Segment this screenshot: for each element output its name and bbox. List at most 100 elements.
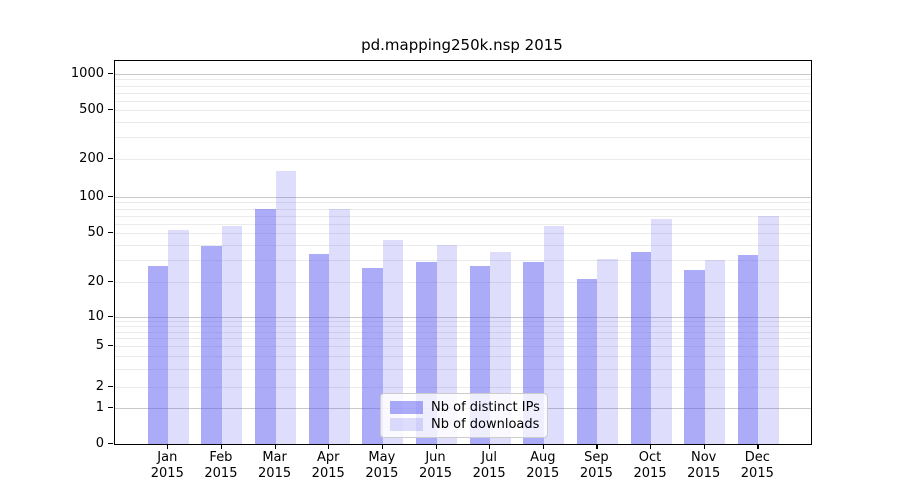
grid-line-minor [115, 92, 811, 94]
bar-distinct-ips-oct [630, 252, 652, 444]
y-tick-mark [108, 281, 113, 283]
legend-item-downloads: Nb of downloads [390, 416, 540, 432]
grid-line-major [115, 317, 811, 318]
grid-line-minor [115, 244, 811, 246]
grid-line-major [115, 197, 811, 198]
bar-downloads-feb [221, 226, 243, 444]
x-tick-mark [435, 444, 437, 449]
y-tick-mark [108, 386, 113, 388]
bar-distinct-ips-jan [147, 265, 169, 444]
y-tick-label: 10 [87, 308, 104, 324]
grid-line-minor [115, 137, 811, 139]
y-tick-label: 5 [95, 337, 104, 353]
y-tick-label: 2 [95, 378, 104, 394]
bar-downloads-may [382, 239, 404, 444]
grid-line-minor [115, 282, 811, 283]
x-tick-mark [757, 444, 759, 449]
bar-downloads-oct [651, 218, 672, 444]
legend-label-downloads: Nb of downloads [431, 416, 540, 432]
y-tick-label: 100 [79, 188, 104, 204]
y-tick-mark [108, 232, 113, 234]
y-tick-mark [108, 196, 113, 198]
x-tick-label-aug: Aug 2015 [526, 450, 560, 481]
grid-line-major [115, 74, 811, 75]
x-tick-label-jan: Jan 2015 [150, 450, 184, 481]
y-tick-mark [108, 158, 113, 160]
grid-line-minor [115, 321, 811, 323]
grid-line-minor [115, 110, 811, 111]
grid-line-minor [115, 326, 811, 328]
bar-distinct-ips-may [362, 267, 383, 444]
y-tick-mark [108, 407, 113, 409]
bar-downloads-apr [329, 208, 350, 444]
bar-downloads-sep [597, 258, 618, 444]
bar-distinct-ips-mar [255, 208, 276, 444]
legend-label-distinct-ips: Nb of distinct IPs [431, 399, 540, 415]
bar-distinct-ips-sep [576, 279, 598, 444]
bar-downloads-aug [543, 226, 565, 444]
x-tick-label-dec: Dec 2015 [740, 450, 774, 481]
bar-downloads-jan [168, 229, 189, 444]
x-tick-label-feb: Feb 2015 [204, 450, 238, 481]
x-tick-mark [703, 444, 705, 449]
plot-area: Nb of distinct IPs Nb of downloads [114, 60, 812, 445]
bar-distinct-ips-nov [684, 270, 705, 444]
x-tick-label-jul: Jul 2015 [472, 450, 506, 481]
x-tick-label-jun: Jun 2015 [418, 450, 453, 481]
x-tick-mark [381, 444, 384, 449]
grid-line-minor [115, 346, 811, 347]
x-tick-mark [650, 444, 652, 449]
y-tick-label: 500 [79, 101, 104, 117]
x-tick-mark [274, 444, 276, 449]
grid-line-minor [115, 223, 811, 225]
grid-line-minor [115, 159, 811, 160]
x-tick-label-may: May 2015 [365, 450, 399, 481]
bar-downloads-nov [704, 260, 726, 444]
legend-item-distinct-ips: Nb of distinct IPs [390, 399, 540, 415]
grid-line-minor [115, 338, 811, 340]
y-tick-mark [108, 316, 113, 318]
bar-downloads-mar [275, 171, 297, 444]
grid-line-minor [115, 368, 811, 370]
bar-downloads-dec [758, 215, 779, 444]
chart-title: pd.mapping250k.nsp 2015 [361, 36, 563, 54]
x-tick-mark [596, 444, 598, 449]
y-tick-mark [108, 109, 113, 111]
grid-line-minor [115, 85, 811, 87]
x-tick-mark [220, 444, 223, 449]
grid-line-minor [115, 355, 811, 357]
y-tick-label: 0 [95, 435, 104, 451]
x-tick-label-sep: Sep 2015 [579, 450, 613, 481]
grid-line-minor [115, 215, 811, 217]
legend-swatch-downloads [390, 418, 423, 431]
x-tick-mark [167, 444, 169, 449]
grid-line-minor [115, 260, 811, 262]
grid-line-minor [115, 233, 811, 234]
x-tick-label-nov: Nov 2015 [687, 450, 721, 481]
y-tick-label: 200 [79, 150, 104, 166]
x-tick-mark [489, 444, 491, 449]
y-tick-label: 1000 [70, 65, 104, 81]
y-tick-label: 1 [95, 399, 104, 415]
y-tick-label: 20 [87, 273, 104, 289]
y-tick-mark [108, 73, 113, 75]
x-tick-label-apr: Apr 2015 [311, 450, 345, 481]
grid-line-minor [115, 100, 811, 102]
grid-line-minor [115, 202, 811, 204]
bar-distinct-ips-dec [737, 255, 759, 444]
x-tick-label-oct: Oct 2015 [633, 450, 667, 481]
y-tick-label: 50 [87, 224, 104, 240]
x-tick-mark [542, 444, 544, 449]
grid-line-minor [115, 331, 811, 333]
grid-line-minor [115, 79, 811, 81]
x-tick-mark [328, 444, 330, 449]
grid-line-minor [115, 121, 811, 123]
grid-line-minor [115, 387, 811, 388]
y-tick-mark [108, 443, 113, 445]
x-tick-label-mar: Mar 2015 [258, 450, 292, 481]
legend: Nb of distinct IPs Nb of downloads [380, 393, 548, 438]
grid-line-minor [115, 208, 811, 210]
y-tick-mark [108, 345, 113, 347]
legend-swatch-distinct-ips [390, 401, 423, 414]
